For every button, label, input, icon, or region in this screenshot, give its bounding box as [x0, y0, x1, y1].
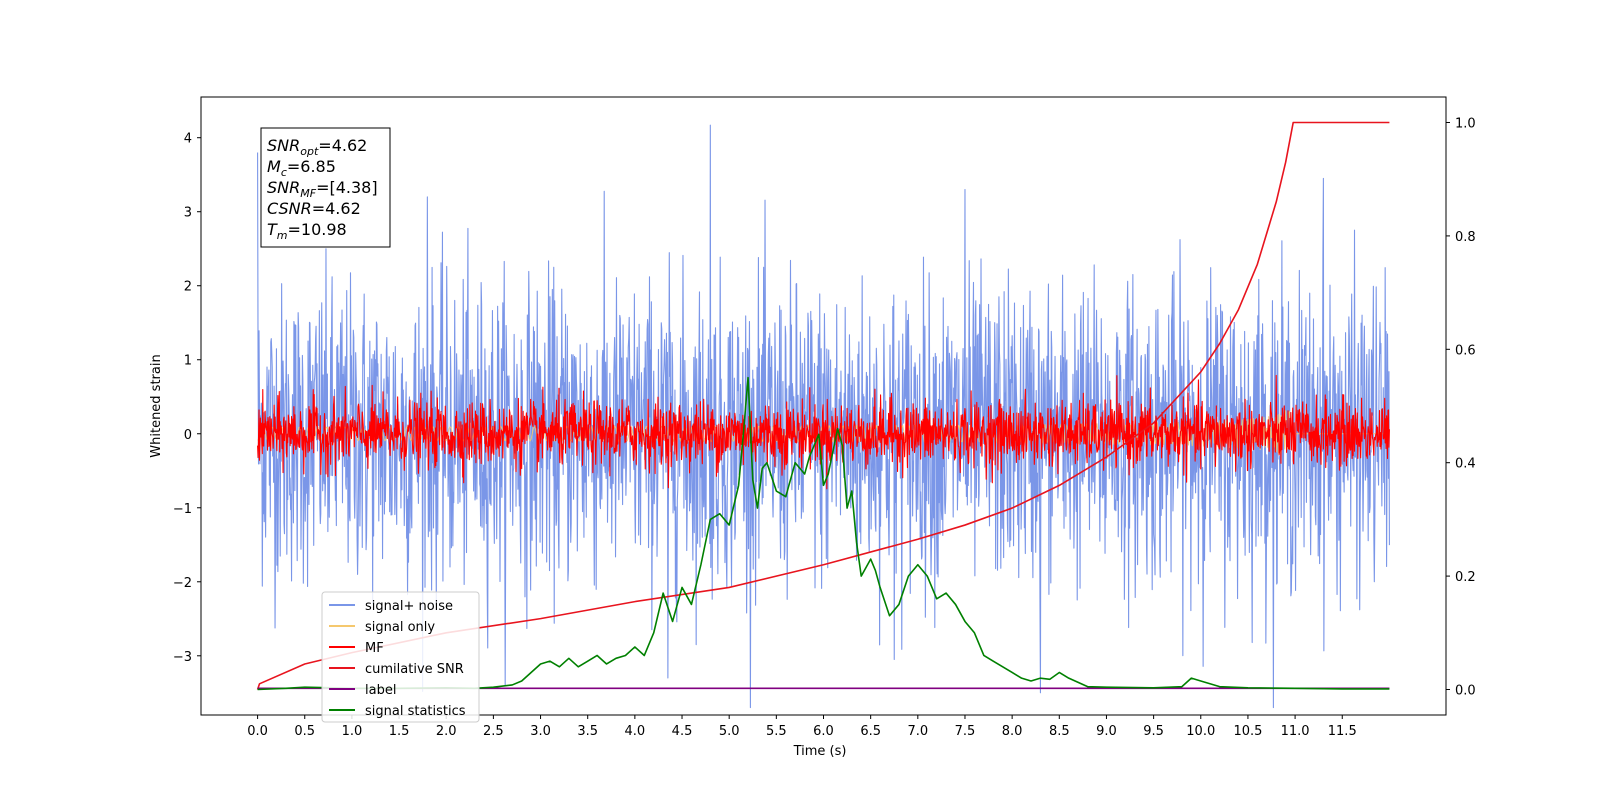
- x-tick-label: 5.0: [719, 724, 740, 739]
- y-tick-label: −1: [173, 502, 192, 517]
- x-tick-label: 7.0: [907, 724, 928, 739]
- info-var: T: [267, 220, 278, 239]
- y-tick-label: 4: [184, 132, 192, 147]
- y2-tick-label: 0.2: [1455, 570, 1476, 585]
- x-tick-label: 11.0: [1281, 724, 1310, 739]
- y2-tick-label: 0.6: [1455, 343, 1476, 358]
- info-var: SNR: [267, 136, 300, 155]
- legend: signal+ noise signal only MF cumilative SNR…: [321, 591, 480, 723]
- info-line: Mc=6.85: [267, 157, 336, 179]
- y-tick-label: −3: [173, 650, 192, 665]
- y2-tick-label: 0.0: [1455, 683, 1476, 698]
- y-tick-label: −2: [173, 576, 192, 591]
- x-tick-label: 4.0: [625, 724, 646, 739]
- legend-label: signal+ noise: [365, 599, 453, 614]
- x-tick-label: 4.5: [672, 724, 693, 739]
- y-tick-label: 0: [184, 428, 192, 443]
- series-mf: [257, 374, 1390, 490]
- info-value: =[4.38]: [316, 178, 378, 197]
- info-value: =4.62: [318, 136, 367, 155]
- info-line: SNRMF=[4.38]: [267, 178, 378, 200]
- x-tick-label: 10.5: [1233, 724, 1262, 739]
- legend-label: signal only: [365, 620, 435, 635]
- x-tick-label: 5.5: [766, 724, 787, 739]
- x-axis: 0.0 0.5 1.0 1.5 2.0 2.5 3.0 3.5 4.0 4.5 5.0 5.5 6.0 6…: [247, 715, 1357, 739]
- info-box-frame: [260, 127, 391, 248]
- y-tick-label: 2: [184, 280, 192, 295]
- x-tick-label: 3.0: [530, 724, 551, 739]
- y-tick-label: 3: [184, 206, 192, 221]
- info-line: CSNR=4.62: [267, 199, 361, 218]
- info-line: SNRopt=4.62: [267, 136, 367, 158]
- y-tick-label: 1: [184, 354, 192, 369]
- info-line: Tm=10.98: [267, 220, 347, 242]
- x-tick-label: 11.5: [1328, 724, 1357, 739]
- info-value: =6.85: [287, 157, 336, 176]
- info-sub: m: [277, 229, 288, 242]
- x-tick-label: 0.5: [294, 724, 315, 739]
- x-tick-label: 10.0: [1186, 724, 1215, 739]
- y2-tick-label: 0.8: [1455, 230, 1476, 245]
- info-sub: MF: [300, 187, 316, 200]
- x-tick-label: 2.0: [436, 724, 457, 739]
- x-tick-label: 6.5: [860, 724, 881, 739]
- legend-label: MF: [365, 641, 384, 656]
- x-tick-label: 8.0: [1002, 724, 1023, 739]
- y-axis-left: −3 −2 −1 0 1 2 3 4: [173, 132, 201, 665]
- x-tick-label: 1.0: [342, 724, 363, 739]
- x-tick-label: 9.0: [1096, 724, 1117, 739]
- x-tick-label: 2.5: [483, 724, 504, 739]
- info-value: =10.98: [288, 220, 347, 239]
- x-tick-label: 1.5: [389, 724, 410, 739]
- info-box: SNRopt=4.62Mc=6.85SNRMF=[4.38]CSNR=4.62T…: [260, 127, 391, 248]
- legend-label: signal statistics: [365, 704, 466, 719]
- info-var: CSNR: [267, 199, 312, 218]
- y2-tick-label: 1.0: [1455, 117, 1476, 132]
- info-sub: c: [281, 166, 287, 179]
- info-value: =4.62: [312, 199, 361, 218]
- x-tick-label: 3.5: [577, 724, 598, 739]
- x-tick-label: 6.0: [813, 724, 834, 739]
- x-tick-label: 0.0: [247, 724, 268, 739]
- x-axis-title: Time (s): [793, 744, 847, 759]
- x-tick-label: 7.5: [955, 724, 976, 739]
- x-tick-label: 9.5: [1143, 724, 1164, 739]
- legend-label: cumilative SNR: [365, 662, 464, 677]
- series-signal-statistics: [257, 376, 1390, 691]
- y-axis-right: 0.0 0.2 0.4 0.6 0.8 1.0: [1446, 117, 1476, 698]
- legend-label: label: [365, 683, 396, 698]
- y2-tick-label: 0.4: [1455, 457, 1476, 472]
- info-sub: opt: [300, 145, 319, 158]
- legend-frame: [321, 591, 480, 723]
- info-var: SNR: [267, 178, 300, 197]
- info-var: M: [267, 157, 281, 176]
- y-axis-title: Whitened strain: [149, 354, 164, 457]
- x-tick-label: 8.5: [1049, 724, 1070, 739]
